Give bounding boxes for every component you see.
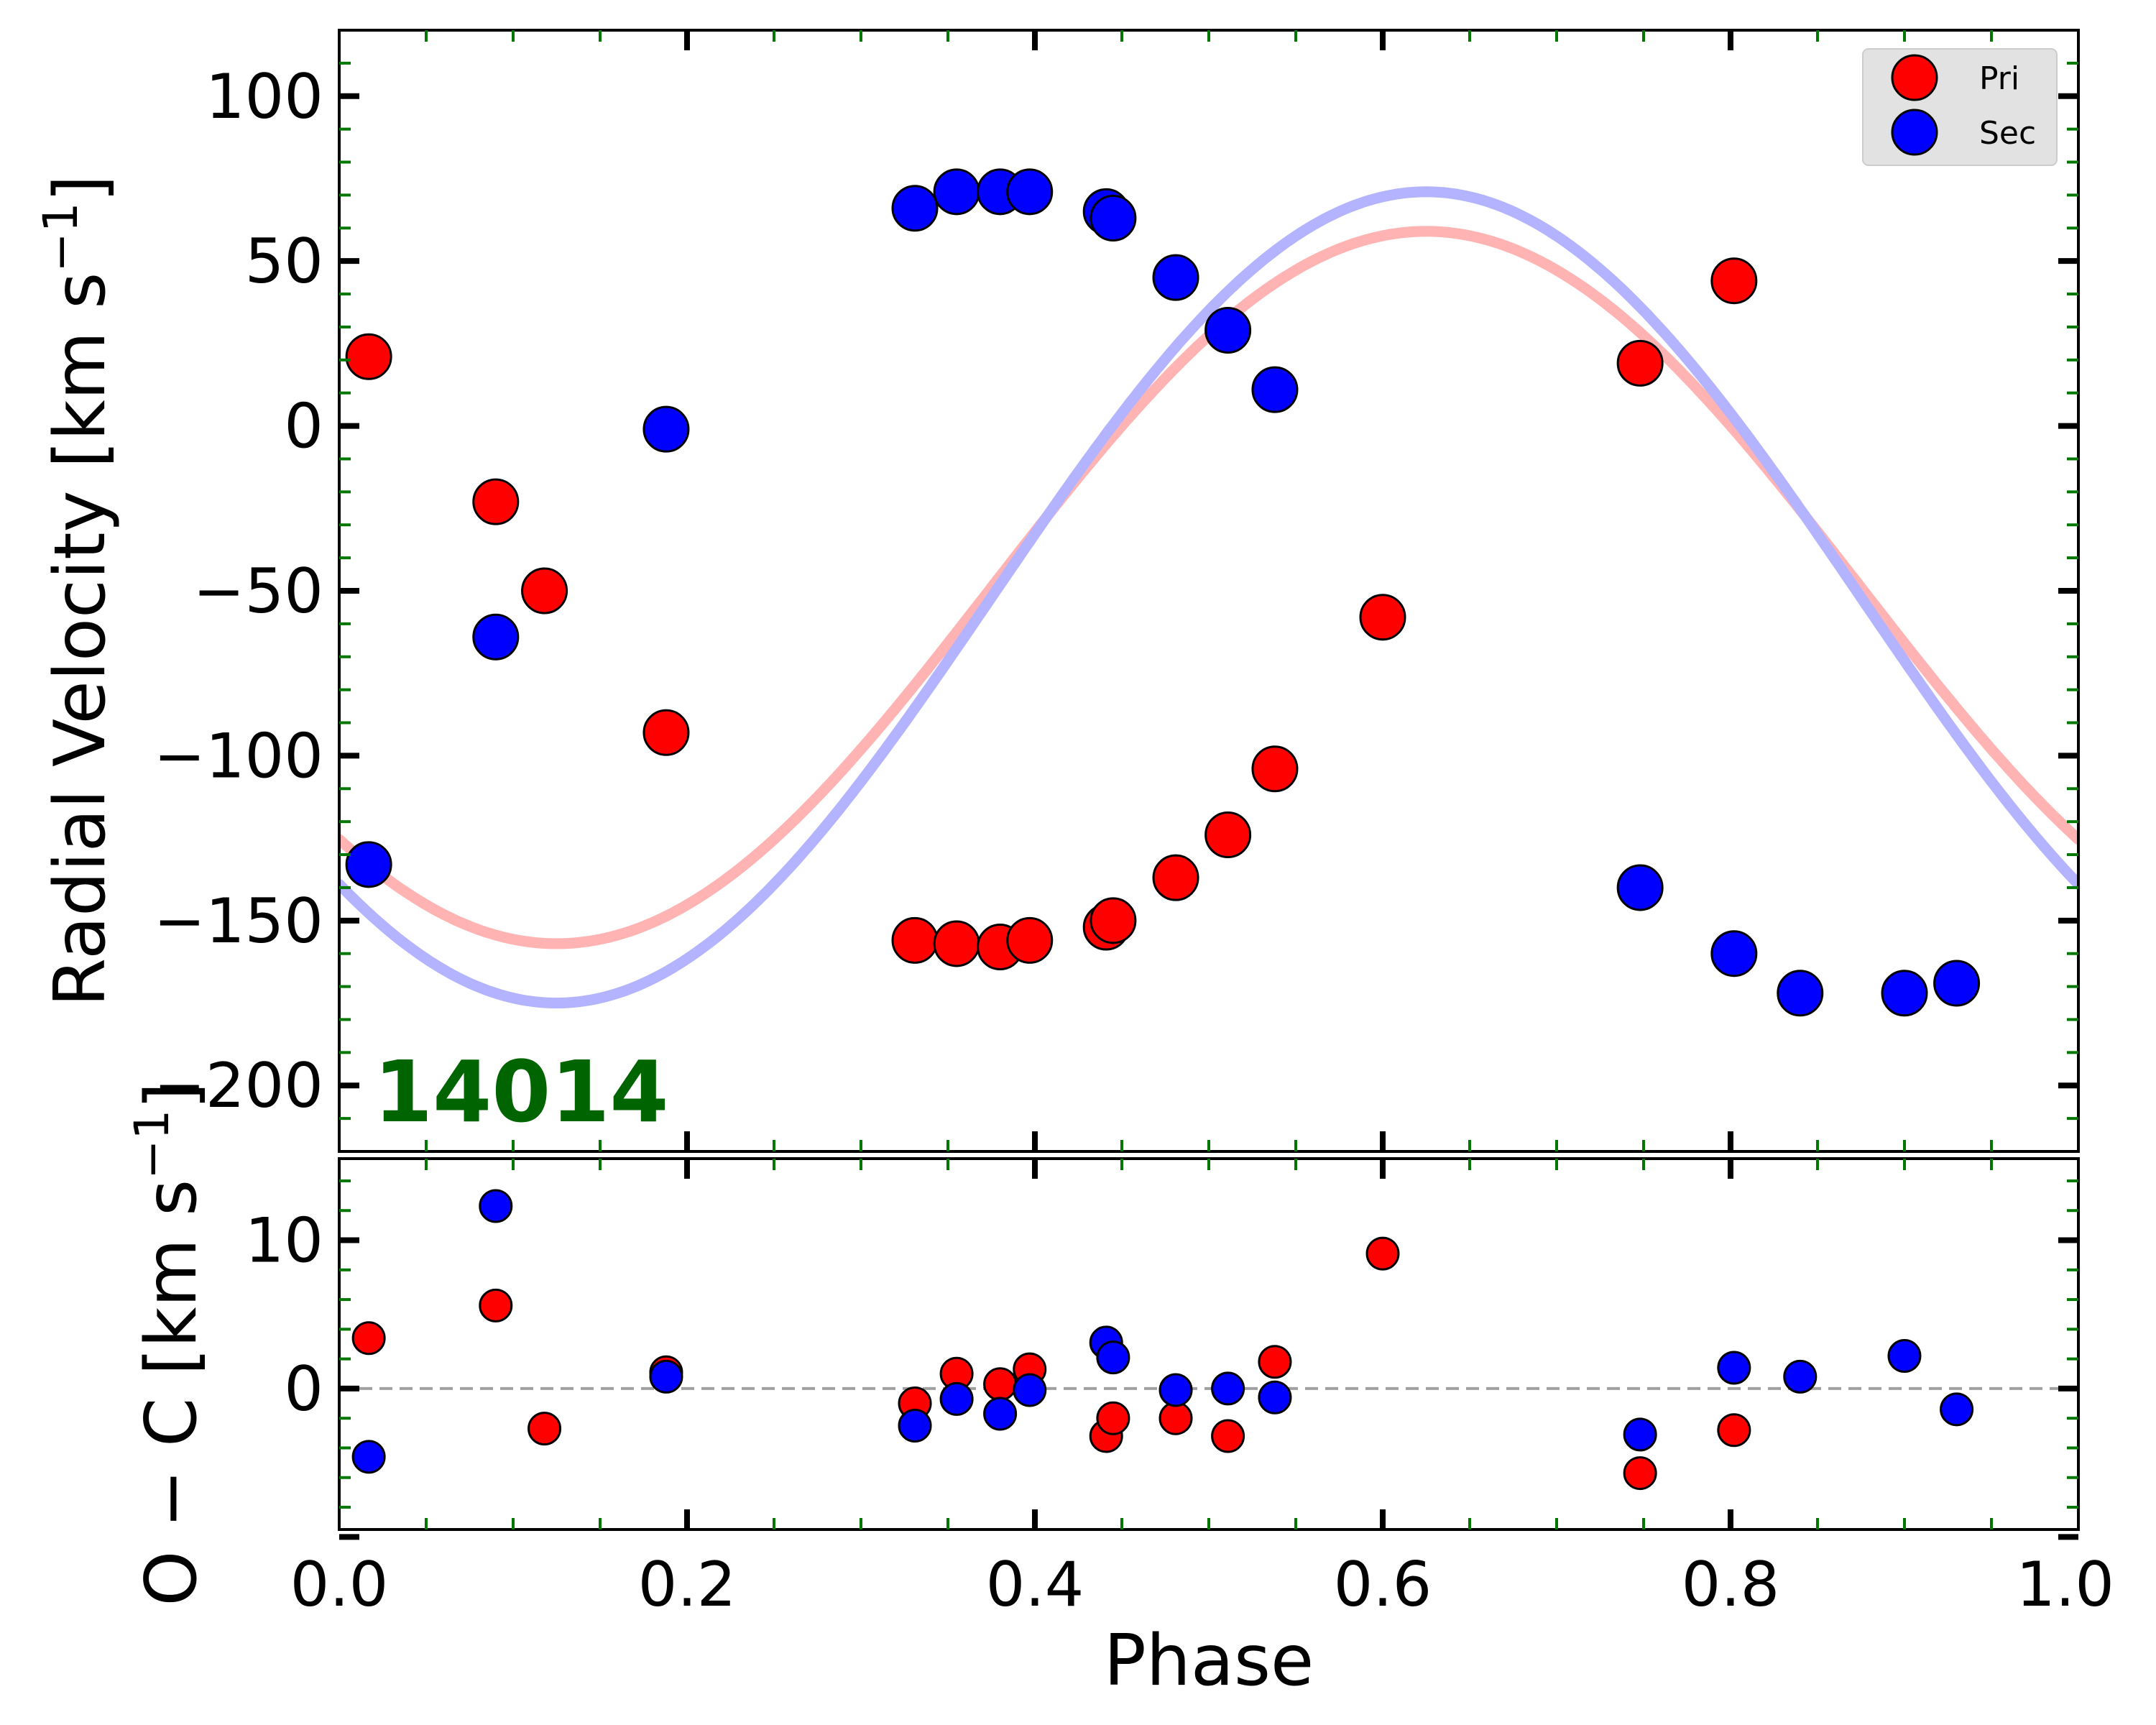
x-tick-label: 0.0	[290, 1549, 389, 1621]
rv-point-sec	[642, 405, 690, 453]
x-tick-label: 0.2	[638, 1549, 737, 1621]
legend: Pri Sec	[1862, 48, 2058, 166]
rv-point-pri	[1152, 854, 1199, 901]
rv-point-pri	[1359, 594, 1406, 641]
rv-point-sec	[1152, 254, 1199, 301]
rv-point-sec	[891, 185, 939, 232]
rv-point-sec	[1616, 864, 1664, 911]
residual-point-sec	[1623, 1417, 1657, 1452]
residual-point-sec	[1783, 1359, 1818, 1394]
residual-point-pri	[1096, 1401, 1130, 1435]
residual-point-sec	[479, 1189, 513, 1223]
residual-point-sec	[1717, 1351, 1751, 1385]
residual-y-tick-label: 10	[245, 1205, 323, 1277]
x-tick-label: 0.4	[986, 1549, 1084, 1621]
rv-point-sec	[933, 168, 980, 216]
residual-point-sec	[1158, 1373, 1193, 1407]
residual-point-pri	[1158, 1401, 1193, 1435]
legend-pri-label: Pri	[1979, 60, 2019, 97]
residual-point-pri	[479, 1288, 513, 1322]
residual-point-sec	[1940, 1392, 1974, 1427]
rv-panel: 100 50 0 −50 −100 −150 −200 14014 Radial Veloc…	[33, 29, 2080, 1153]
residual-point-sec	[898, 1409, 932, 1443]
rv-y-tick-label: −50	[193, 556, 324, 627]
rv-point-pri	[1089, 897, 1137, 944]
rv-y-tick-label: −200	[154, 1050, 323, 1122]
residual-point-pri	[1623, 1456, 1657, 1491]
residual-point-pri	[983, 1367, 1018, 1402]
rv-point-pri	[933, 920, 980, 967]
residual-point-sec	[983, 1397, 1018, 1431]
residual-point-sec	[1887, 1339, 1922, 1374]
rv-point-sec	[1881, 970, 1928, 1017]
x-axis-title: Phase	[1104, 1620, 1314, 1702]
rv-point-sec	[345, 841, 392, 888]
residual-point-pri	[351, 1321, 386, 1356]
rv-y-tick-label: 0	[284, 391, 323, 463]
residual-point-sec	[649, 1359, 683, 1394]
rv-point-pri	[472, 478, 520, 525]
rv-point-pri	[642, 709, 690, 756]
rv-point-sec	[1006, 168, 1054, 216]
rv-y-tick-label: 100	[206, 61, 323, 133]
rv-point-pri	[1006, 916, 1054, 964]
rv-point-pri	[1616, 339, 1664, 387]
residual-point-sec	[939, 1381, 974, 1416]
residual-y-tick-label: 0	[284, 1353, 323, 1425]
rv-y-tick-label: −150	[154, 886, 323, 957]
residual-point-sec	[1013, 1373, 1047, 1407]
residual-point-pri	[1365, 1236, 1400, 1271]
residual-plot-frame	[338, 1157, 2080, 1531]
x-tick-label: 0.8	[1682, 1549, 1780, 1621]
residual-panel: 10 0 0.0 0.2 0.4 0.6 0.8 1.0 O − C [km s−1] Ph…	[124, 1082, 2114, 1702]
x-tick-label: 0.6	[1334, 1549, 1432, 1621]
rv-point-sec	[472, 613, 520, 661]
rv-point-sec	[1251, 366, 1299, 413]
rv-point-pri	[521, 567, 568, 615]
residual-point-sec	[1211, 1371, 1245, 1406]
rv-y-axis-title: Radial Velocity [km s−1]	[33, 175, 121, 1007]
residual-point-pri	[1258, 1345, 1292, 1379]
rv-point-sec	[1089, 195, 1137, 242]
rv-point-pri	[1251, 745, 1299, 793]
rv-point-sec	[1710, 930, 1758, 978]
residual-y-axis-title: O − C [km s−1]	[124, 1082, 213, 1606]
residual-point-pri	[528, 1412, 562, 1446]
rv-point-pri	[891, 916, 939, 964]
legend-pri-marker	[1891, 54, 1938, 101]
model-curve-sec	[339, 186, 2078, 1008]
rv-point-sec	[1777, 970, 1824, 1017]
rv-point-pri	[1710, 257, 1758, 305]
rv-y-tick-label: 50	[245, 226, 323, 298]
legend-sec-label: Sec	[1979, 115, 2036, 152]
x-tick-label: 1.0	[2016, 1549, 2114, 1621]
rv-point-sec	[1933, 960, 1981, 1007]
legend-sec-marker	[1891, 109, 1938, 156]
rv-point-pri	[1204, 811, 1252, 859]
star-id-label: 14014	[374, 1042, 669, 1141]
rv-point-pri	[345, 333, 392, 380]
residual-point-sec	[351, 1440, 386, 1474]
rv-y-tick-label: −100	[154, 720, 323, 792]
rv-point-sec	[1204, 307, 1252, 354]
residual-point-sec	[1258, 1380, 1292, 1414]
residual-point-sec	[1096, 1340, 1130, 1375]
residual-point-pri	[1211, 1419, 1245, 1453]
residual-point-pri	[1717, 1413, 1751, 1448]
